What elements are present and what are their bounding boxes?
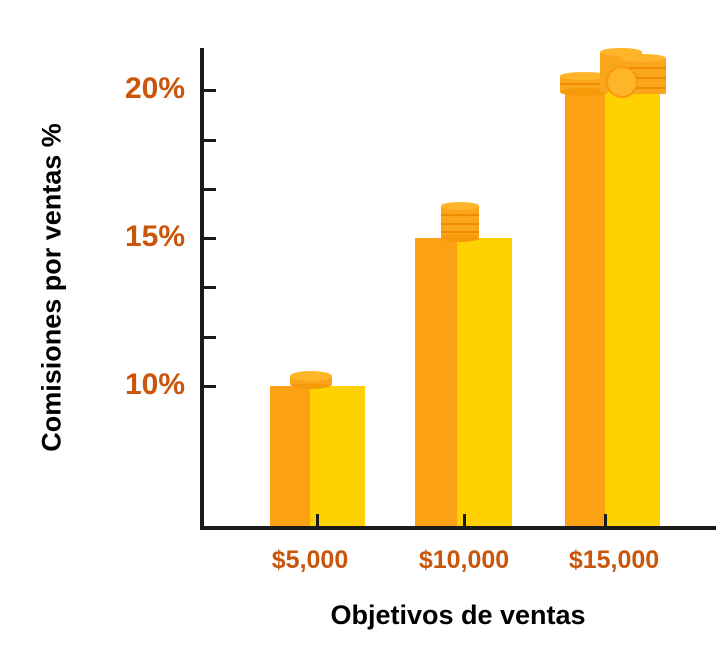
- x-axis-title: Objetivos de ventas: [330, 600, 586, 630]
- coin-stack-icon: [441, 202, 479, 242]
- x-tick-label-5000: $5,000: [271, 546, 349, 574]
- x-axis: [200, 526, 716, 530]
- y-tick: [202, 237, 216, 240]
- y-tick: [202, 336, 216, 339]
- y-tick: [202, 286, 216, 289]
- x-tick: [604, 514, 607, 528]
- x-tick: [463, 514, 466, 528]
- coin-stack-icon: [560, 48, 666, 98]
- y-tick-label-15: 15%: [124, 220, 185, 253]
- x-tick-label-10000: $10,000: [418, 546, 510, 574]
- bar-5000-face: [310, 386, 365, 527]
- y-axis-title: Comisiones por ventas %: [36, 123, 67, 452]
- y-tick: [202, 188, 216, 191]
- y-tick: [202, 139, 216, 142]
- y-tick: [202, 385, 216, 388]
- bar-15000-shade: [565, 90, 605, 527]
- coin-stack-icon: [290, 371, 332, 389]
- bar-15000-face: [605, 90, 660, 527]
- y-tick: [202, 89, 216, 92]
- x-tick: [316, 514, 319, 528]
- bar-5000-shade: [270, 386, 310, 527]
- bar-10000-face: [457, 238, 512, 527]
- y-tick-label-20: 20%: [124, 72, 185, 105]
- bar-10000-shade: [415, 238, 457, 527]
- y-tick-label-10: 10%: [124, 368, 185, 401]
- x-tick-label-15000: $15,000: [568, 546, 660, 574]
